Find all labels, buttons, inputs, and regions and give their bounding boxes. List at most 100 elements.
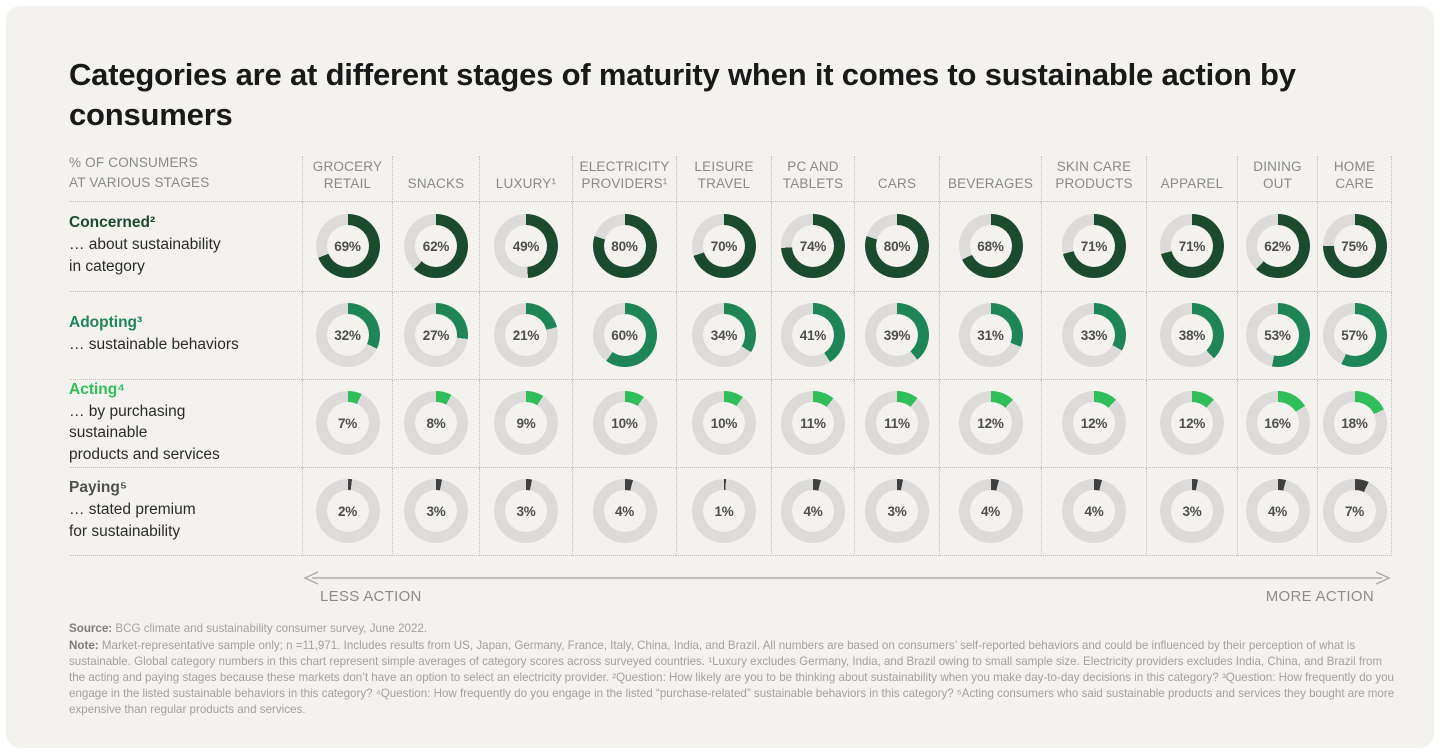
- donut-hole: 12%: [1073, 402, 1115, 445]
- donut-value: 4%: [803, 503, 823, 519]
- donut-hole: 33%: [1073, 314, 1115, 357]
- donut-value: 62%: [1264, 238, 1291, 254]
- donut-hole: 69%: [326, 225, 369, 268]
- donut-acting-skin-care-products: 12%: [1041, 379, 1146, 468]
- donut-paying-luxury: 3%: [479, 467, 572, 556]
- donut-value: 8%: [426, 415, 446, 431]
- stage-description: … sustainable behaviors: [69, 336, 239, 354]
- column-header-label: LEISURE TRAVEL: [694, 158, 754, 192]
- donut-value: 34%: [710, 327, 738, 343]
- stage-description: … by purchasing sustainable products and…: [69, 402, 220, 463]
- donut-paying-snacks: 3%: [392, 467, 479, 556]
- donut-ring: 32%: [315, 303, 380, 368]
- donut-paying-grocery-retail: 2%: [302, 467, 392, 556]
- donut-ring: 74%: [781, 214, 845, 279]
- donut-value: 11%: [800, 415, 826, 431]
- donut-hole: 57%: [1333, 314, 1376, 357]
- donut-ring: 31%: [958, 303, 1023, 368]
- donut-ring: 11%: [781, 391, 845, 456]
- donut-adopting-beverages: 31%: [939, 291, 1041, 380]
- donut-hole: 75%: [1333, 225, 1376, 268]
- donut-value: 33%: [1080, 327, 1108, 343]
- action-axis-labels: LESS ACTION MORE ACTION: [302, 586, 1392, 605]
- donut-ring: 71%: [1062, 214, 1126, 279]
- donut-ring: 3%: [865, 479, 929, 544]
- donut-adopting-grocery-retail: 32%: [302, 291, 392, 380]
- page-title: Categories are at different stages of ma…: [69, 57, 1296, 133]
- donut-concerned-home-care: 75%: [1317, 201, 1392, 292]
- column-header-label: CARS: [877, 176, 917, 192]
- donut-value: 41%: [799, 327, 827, 343]
- donut-hole: 32%: [326, 314, 369, 357]
- donut-ring: 10%: [592, 391, 657, 456]
- donut-hole: 3%: [876, 490, 918, 533]
- donut-hole: 80%: [603, 225, 646, 268]
- donut-hole: 62%: [1256, 225, 1299, 268]
- donut-hole: 70%: [703, 225, 745, 268]
- column-header-beverages: BEVERAGES: [939, 155, 1041, 202]
- donut-value: 4%: [980, 503, 1001, 519]
- donut-ring: 34%: [692, 303, 756, 368]
- stages-axis-label: % OF CONSUMERS AT VARIOUS STAGES: [69, 155, 302, 202]
- donut-ring: 4%: [592, 479, 657, 544]
- donut-hole: 11%: [792, 402, 834, 445]
- stage-description: … about sustainability in category: [69, 236, 221, 276]
- left-arrowhead-icon: [303, 570, 319, 585]
- donut-value: 12%: [1080, 415, 1108, 431]
- donut-hole: 3%: [505, 490, 547, 533]
- source-line: Source: BCG climate and sustainability c…: [69, 621, 1396, 637]
- column-header-label: HOME CARE: [1333, 158, 1376, 192]
- stage-name: Paying⁵: [69, 479, 128, 497]
- donut-value: 80%: [883, 238, 911, 254]
- donut-value: 21%: [512, 327, 540, 343]
- action-range-arrow: [303, 570, 1391, 585]
- donut-value: 68%: [977, 238, 1004, 254]
- donut-hole: 3%: [1171, 490, 1213, 533]
- donut-value: 16%: [1264, 415, 1291, 431]
- donut-hole: 11%: [876, 402, 918, 445]
- donut-adopting-skin-care-products: 33%: [1041, 291, 1146, 380]
- donut-ring: 80%: [592, 214, 657, 279]
- donut-adopting-cars: 39%: [854, 291, 939, 380]
- donut-value: 32%: [334, 327, 361, 343]
- donut-hole: 71%: [1073, 225, 1115, 268]
- donut-value: 31%: [977, 327, 1004, 343]
- donut-acting-grocery-retail: 7%: [302, 379, 392, 468]
- footnotes: Source: BCG climate and sustainability c…: [69, 621, 1396, 718]
- donut-hole: 39%: [876, 314, 918, 357]
- donut-ring: 4%: [781, 479, 845, 544]
- donut-concerned-dining-out: 62%: [1237, 201, 1317, 292]
- donut-acting-home-care: 18%: [1317, 379, 1392, 468]
- donut-ring: 4%: [958, 479, 1023, 544]
- donut-value: 18%: [1341, 415, 1368, 431]
- column-header-label: BEVERAGES: [947, 176, 1034, 192]
- donut-hole: 74%: [792, 225, 834, 268]
- donut-value: 1%: [714, 503, 734, 519]
- donut-ring: 38%: [1160, 303, 1224, 368]
- donut-paying-pc-and-tablets: 4%: [771, 467, 854, 556]
- donut-adopting-luxury: 21%: [479, 291, 572, 380]
- donut-ring: 57%: [1322, 303, 1387, 368]
- donut-paying-home-care: 7%: [1317, 467, 1392, 556]
- stage-label-paying: Paying⁵ … stated premium for sustainabili…: [69, 468, 302, 556]
- stage-name: Adopting³: [69, 314, 143, 332]
- donut-value: 71%: [1080, 238, 1108, 254]
- column-header-electricity-providers: ELECTRICITY PROVIDERS¹: [572, 155, 676, 202]
- donut-paying-electricity-providers: 4%: [572, 467, 676, 556]
- stage-label-acting: Acting⁴ … by purchasing sustainable produ…: [69, 380, 302, 468]
- note-label: Note:: [69, 638, 99, 652]
- donut-ring: 33%: [1062, 303, 1126, 368]
- donut-ring: 12%: [1160, 391, 1224, 456]
- donut-value: 60%: [611, 327, 638, 343]
- donut-concerned-luxury: 49%: [479, 201, 572, 292]
- donut-ring: 39%: [865, 303, 929, 368]
- donut-ring: 7%: [1322, 479, 1387, 544]
- donut-value: 3%: [426, 503, 446, 519]
- right-arrowhead-icon: [1375, 570, 1391, 585]
- donut-concerned-electricity-providers: 80%: [572, 201, 676, 292]
- donut-adopting-dining-out: 53%: [1237, 291, 1317, 380]
- donut-acting-snacks: 8%: [392, 379, 479, 468]
- donut-ring: 71%: [1160, 214, 1224, 279]
- donut-hole: 1%: [703, 490, 745, 533]
- column-header-dining-out: DINING OUT: [1237, 155, 1317, 202]
